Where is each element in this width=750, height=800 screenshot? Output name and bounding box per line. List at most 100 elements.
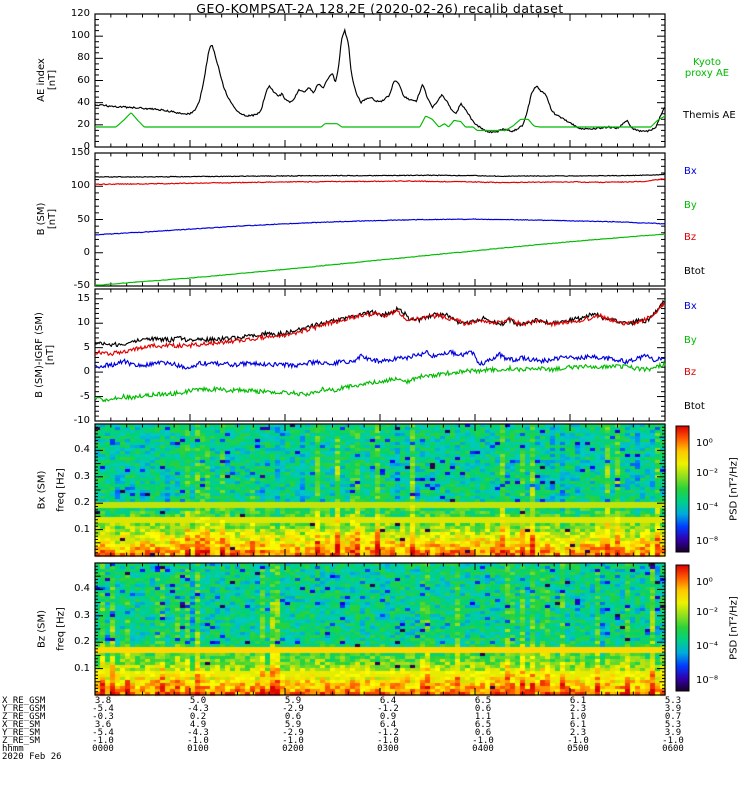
y-tick-label: 60 xyxy=(77,74,90,86)
legend-p2-by: By xyxy=(684,200,697,211)
colorbar2-title: PSD [nT²/Hz] xyxy=(728,596,740,660)
freq-tick-label: 0.3 xyxy=(74,609,90,621)
colorbar2-tick-1e0: 10⁰ xyxy=(696,577,713,588)
ephemeris-hhmm-label: hhmm xyxy=(2,744,24,754)
legend-themis-ae: Themis AE xyxy=(683,110,736,121)
y-tick-label: -10 xyxy=(73,415,90,426)
ephemeris-row-x_re_gsm-value: 5.3 xyxy=(664,696,682,706)
ephemeris-hhmm-value: 0600 xyxy=(662,744,684,754)
legend-p2-bz: Bz xyxy=(684,232,697,243)
legend-kyoto-line2: proxy AE xyxy=(684,68,730,79)
ephemeris-row-x_re_gsm-value: 6.5 xyxy=(474,696,492,706)
ephemeris-hhmm-value: 0200 xyxy=(282,744,304,754)
freq-tick-label: 0.2 xyxy=(74,636,90,648)
page-title: GEO-KOMPSAT-2A 128.2E (2020-02-26) recal… xyxy=(196,1,564,16)
colorbar1-tick-1e-4: 10⁻⁴ xyxy=(696,502,719,513)
freq-tick-label: 0.4 xyxy=(74,444,90,456)
axis-title-spec-bz: Bz (SM) xyxy=(36,609,48,649)
series-kyoto-proxy-ae xyxy=(95,112,666,131)
ephemeris-row-x_re_gsm-value: 6.4 xyxy=(379,696,397,706)
ephemeris-row-y_re_sm-value: 3.9 xyxy=(664,728,682,738)
ephemeris-row-z_re_sm-label: Z_RE_SM xyxy=(2,736,40,746)
y-tick-label: 80 xyxy=(77,52,90,64)
ephemeris-row-x_re_sm-value: 3.6 xyxy=(94,720,112,730)
ephemeris-row-x_re_sm-value: 6.1 xyxy=(569,720,587,730)
ephemeris-row-y_re_gsm-value: -2.9 xyxy=(282,704,304,714)
axis-title-bsm-line1: B (SM) xyxy=(36,202,47,236)
ephemeris-row-y_re_sm-value: 2.3 xyxy=(569,728,587,738)
colorbar1-title: PSD [nT²/Hz] xyxy=(728,457,740,521)
colorbar1-tick-1e-2: 10⁻² xyxy=(696,468,719,479)
ephemeris-row-y_re_gsm-value: -5.4 xyxy=(92,704,114,714)
ephemeris-hhmm-value: 0300 xyxy=(377,744,399,754)
legend-p2-bx: Bx xyxy=(684,166,697,177)
y-tick-label: 120 xyxy=(70,8,90,19)
ephemeris-row-z_re_gsm-value: 1.1 xyxy=(474,712,492,722)
ephemeris-row-y_re_sm-value: -1.2 xyxy=(377,728,399,738)
colorbar1-tick-1e-8: 10⁻⁸ xyxy=(696,536,719,547)
series-btot xyxy=(94,299,666,348)
colorbar2-tick-1e-8: 10⁻⁸ xyxy=(696,675,719,686)
ephemeris-row-z_re_sm-value: -1.0 xyxy=(377,736,399,746)
y-tick-label: 150 xyxy=(70,147,90,158)
ephemeris-row-y_re_sm-value: -2.9 xyxy=(282,728,304,738)
ephemeris-row-x_re_sm-value: 6.4 xyxy=(379,720,397,730)
y-tick-label: 50 xyxy=(77,213,90,225)
ephemeris-hhmm-value: 0400 xyxy=(472,744,494,754)
ephemeris-row-x_re_sm-value: 4.9 xyxy=(189,720,207,730)
ephemeris-row-z_re_gsm-value: -0.3 xyxy=(92,712,114,722)
ephemeris-row-z_re_gsm-value: 0.6 xyxy=(284,712,302,722)
ephemeris-hhmm-value: 0000 xyxy=(92,744,114,754)
ephemeris-row-x_re_gsm-label: X_RE_GSM xyxy=(2,696,46,706)
axis-title-ae-line1: AE index xyxy=(36,58,47,102)
y-tick-label: 0 xyxy=(83,246,90,258)
ephemeris-row-z_re_gsm-label: Z_RE_GSM xyxy=(2,712,46,722)
legend-p3-bx: Bx xyxy=(684,301,697,312)
ephemeris-row-x_re_gsm-value: 5.9 xyxy=(284,696,302,706)
series-bz xyxy=(94,301,666,357)
ephemeris-row-y_re_sm-value: 0.6 xyxy=(474,728,492,738)
ephemeris-row-z_re_sm-value: -1.0 xyxy=(567,736,589,746)
series-bx xyxy=(94,218,666,236)
ephemeris-row-y_re_gsm-label: Y_RE_GSM xyxy=(2,704,46,714)
y-tick-label: 10 xyxy=(77,317,90,329)
ephemeris-row-z_re_sm-value: -1.0 xyxy=(472,736,494,746)
y-tick-label: -5 xyxy=(80,390,90,402)
ephemeris-hhmm-value: 0100 xyxy=(187,744,209,754)
ephemeris-row-x_re_sm-label: X_RE_SM xyxy=(2,720,40,730)
ephemeris-row-z_re_gsm-value: 0.7 xyxy=(664,712,682,722)
ephemeris-row-y_re_gsm-value: 2.3 xyxy=(569,704,587,714)
y-tick-label: 100 xyxy=(70,180,90,192)
y-tick-label: -50 xyxy=(73,280,90,291)
y-tick-label: 0 xyxy=(83,141,90,152)
axis-title-bigrf-line1: B (SM)-IGRF (SM) xyxy=(34,312,45,398)
series-by xyxy=(94,233,666,286)
ephemeris-row-y_re_sm-value: -5.4 xyxy=(92,728,114,738)
legend-p2-btot: Btot xyxy=(684,266,705,277)
ephemeris-row-z_re_sm-value: -1.0 xyxy=(187,736,209,746)
legend-p3-by: By xyxy=(684,335,697,346)
freq-tick-label: 0.4 xyxy=(74,583,90,595)
ephemeris-row-z_re_gsm-value: 0.9 xyxy=(379,712,397,722)
ephemeris-row-z_re_gsm-value: 0.2 xyxy=(189,712,207,722)
y-tick-label: 15 xyxy=(77,292,90,304)
y-tick-label: 100 xyxy=(70,30,90,42)
ephemeris-hhmm-value: 0500 xyxy=(567,744,589,754)
ephemeris-row-z_re_sm-value: -1.0 xyxy=(282,736,304,746)
colorbar2-tick-1e-4: 10⁻⁴ xyxy=(696,641,719,652)
legend-kyoto-line1: Kyoto xyxy=(693,57,721,68)
legend-p3-bz: Bz xyxy=(684,367,697,378)
axis-title-spec-bx: Bx (SM) xyxy=(36,470,48,510)
psd-colorbar xyxy=(675,425,690,553)
ephemeris-date: 2020 Feb 26 xyxy=(2,752,62,762)
freq-tick-label: 0.1 xyxy=(74,523,90,535)
ephemeris-row-z_re_sm-value: -1.0 xyxy=(92,736,114,746)
ephemeris-row-y_re_gsm-value: -1.2 xyxy=(377,704,399,714)
ephemeris-row-z_re_sm-value: -1.0 xyxy=(662,736,684,746)
ephemeris-row-x_re_sm-value: 5.9 xyxy=(284,720,302,730)
legend-p3-btot: Btot xyxy=(684,401,705,412)
ephemeris-row-x_re_sm-value: 5.3 xyxy=(664,720,682,730)
